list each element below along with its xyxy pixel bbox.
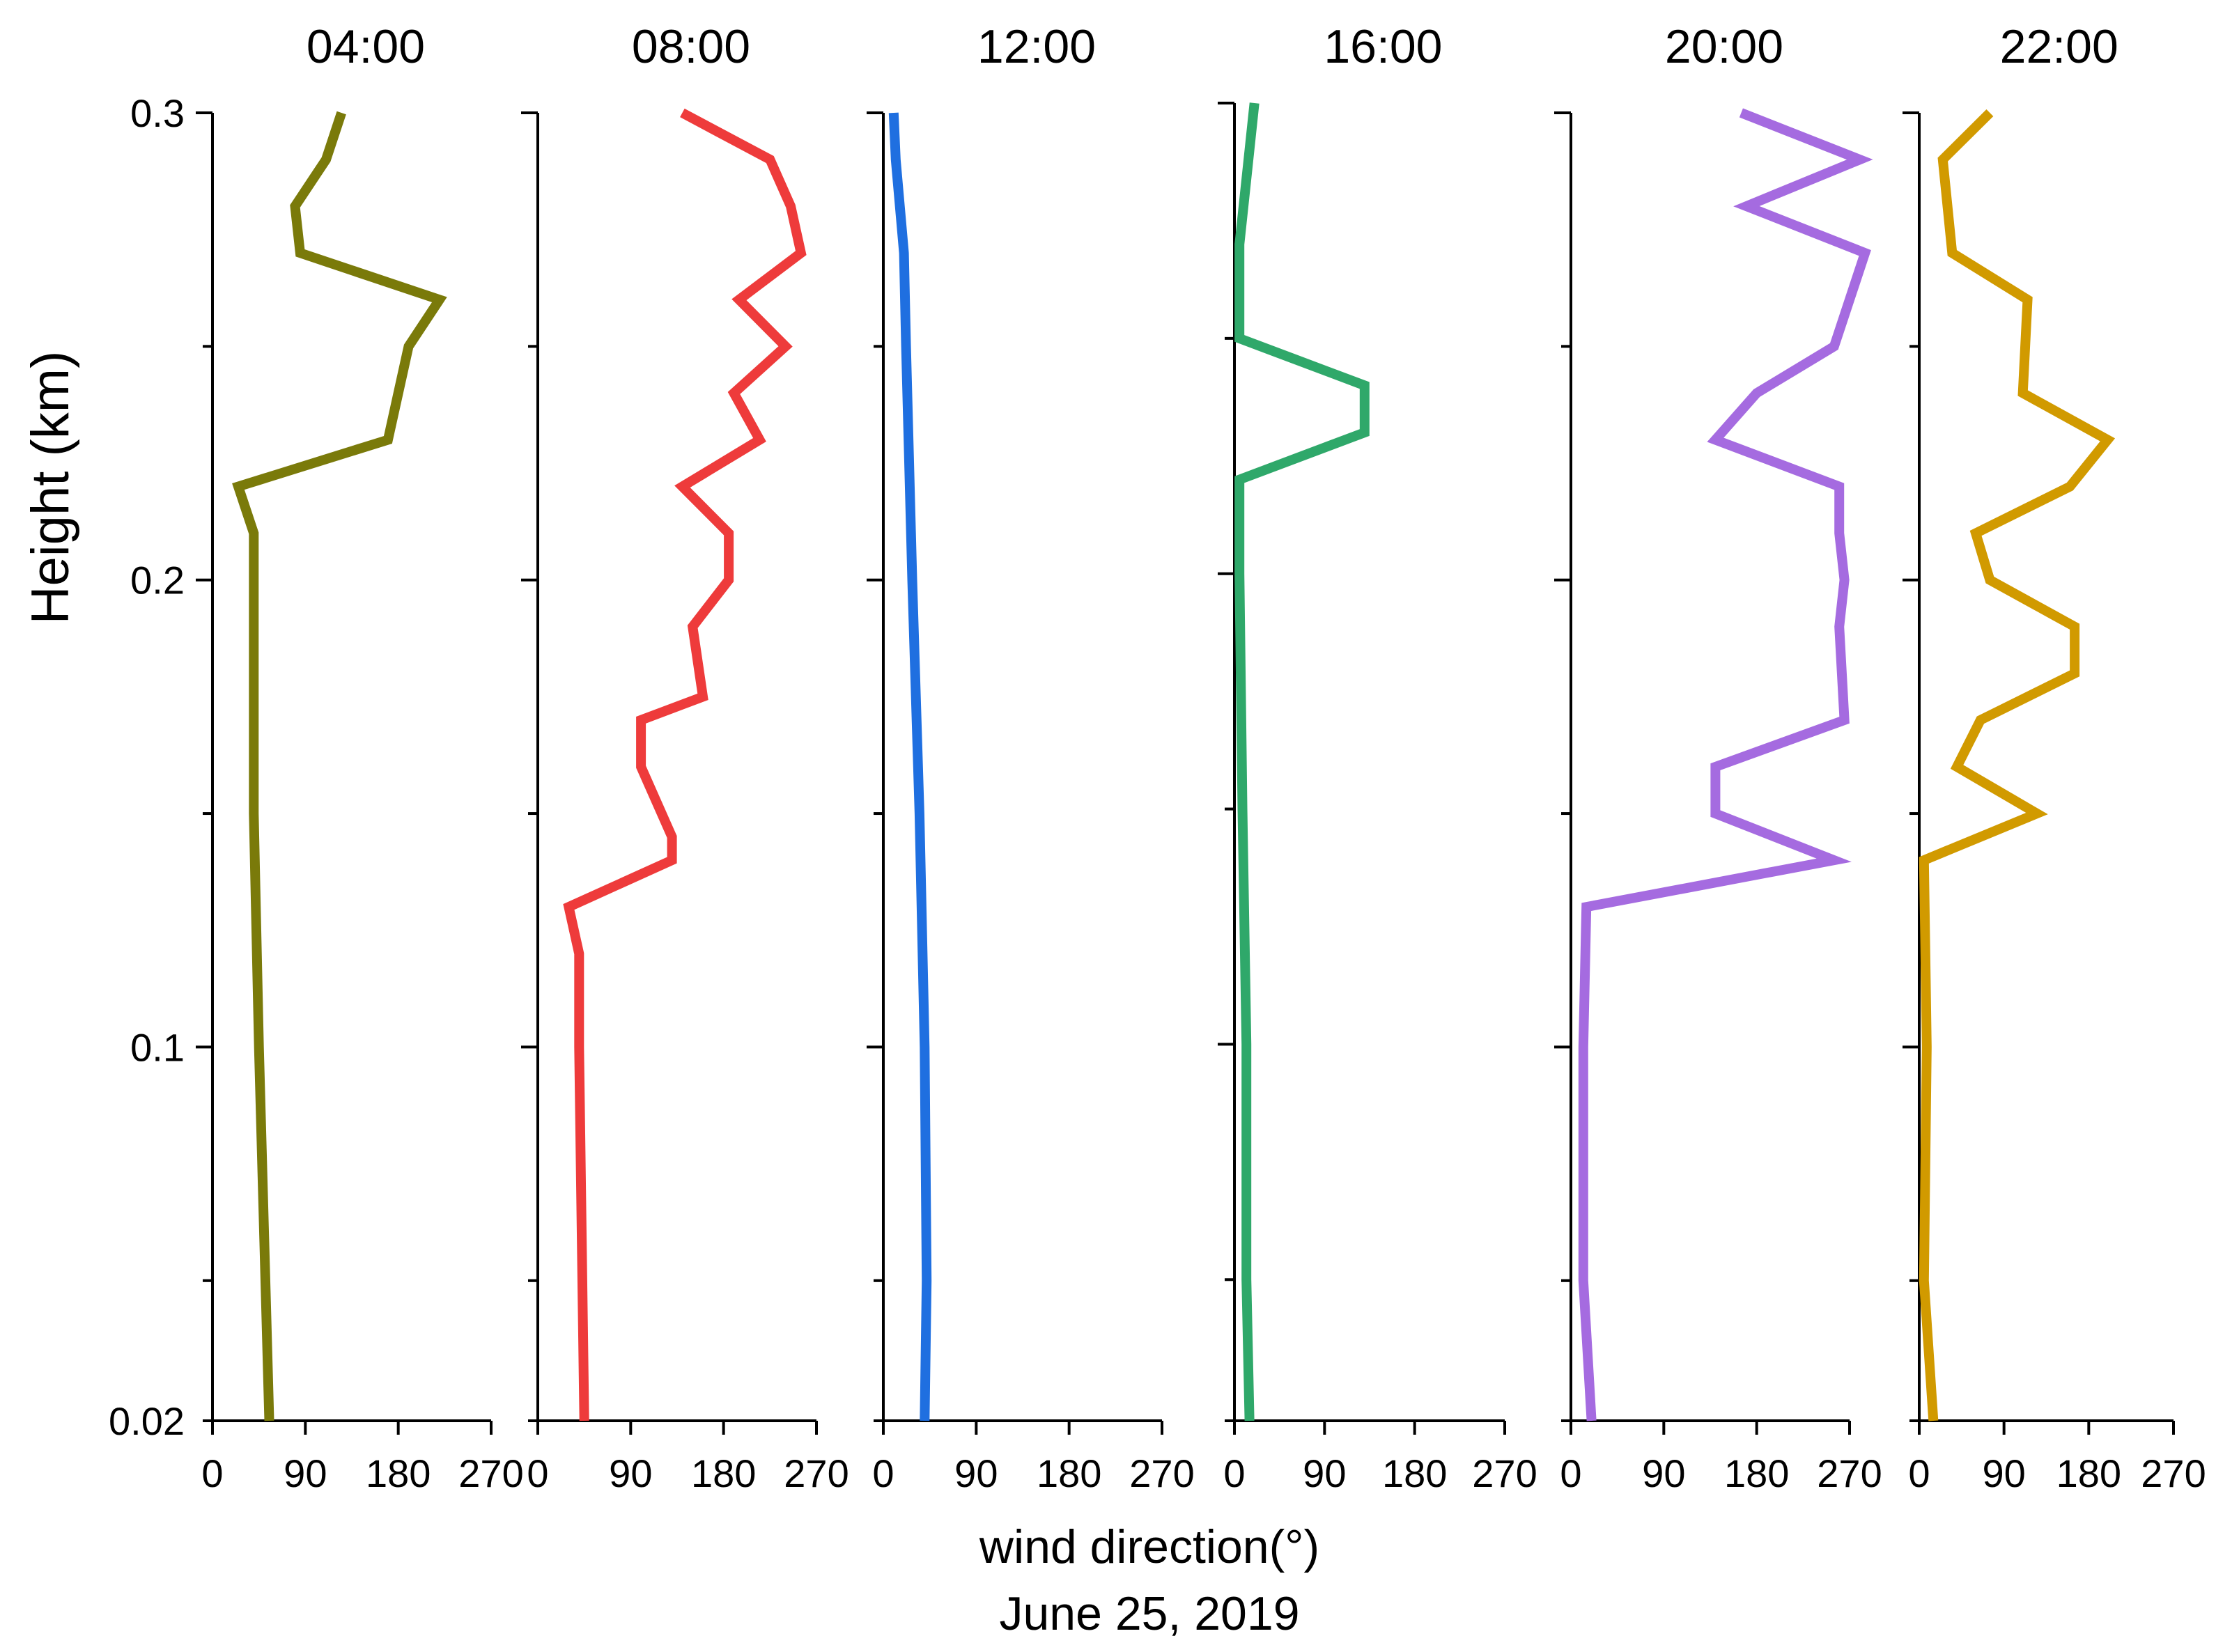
series-line-1600 bbox=[1234, 102, 1370, 1421]
x-tick-label: 0 bbox=[872, 1451, 894, 1495]
y-axis-label: Height (km) bbox=[21, 351, 80, 625]
x-tick-label: 270 bbox=[1817, 1451, 1882, 1495]
series-line-0400 bbox=[232, 111, 447, 1421]
y-tick-label: 0.3 bbox=[130, 91, 185, 135]
x-tick-label: 270 bbox=[2141, 1451, 2206, 1495]
x-tick-label: 0 bbox=[1908, 1451, 1930, 1495]
panel-2000: 20:00 0 90 180 270 bbox=[1554, 20, 1882, 1495]
panel-0400: 04:00 0.02 0.1 0.2 0.3 0 90 180 270 bbox=[109, 20, 524, 1495]
x-tick-label: 90 bbox=[1303, 1451, 1346, 1495]
series-line-0800 bbox=[563, 108, 807, 1421]
panel-title: 04:00 bbox=[307, 20, 425, 73]
x-tick-label: 90 bbox=[1983, 1451, 2026, 1495]
y-tick-label: 0.2 bbox=[130, 559, 185, 602]
date-label: June 25, 2019 bbox=[999, 1587, 1299, 1640]
series-line-2200 bbox=[1919, 109, 2116, 1421]
panel-0800: 08:00 0 90 180 270 bbox=[521, 20, 849, 1495]
panel-title: 22:00 bbox=[2000, 20, 2118, 73]
x-tick-label: 270 bbox=[1472, 1451, 1537, 1495]
panel-2200: 22:00 0 90 180 270 bbox=[1903, 20, 2206, 1495]
x-axis-label: wind direction(°) bbox=[979, 1520, 1319, 1573]
y-tick-label: 0.1 bbox=[130, 1025, 185, 1069]
x-tick-label: 180 bbox=[366, 1451, 431, 1495]
profile-panels: 04:00 0.02 0.1 0.2 0.3 0 90 180 270 08:00 0 90 180 27… bbox=[109, 20, 2206, 1495]
x-tick-label: 270 bbox=[784, 1451, 849, 1495]
x-tick-label: 270 bbox=[458, 1451, 523, 1495]
x-tick-label: 180 bbox=[2056, 1451, 2121, 1495]
panel-title: 20:00 bbox=[1665, 20, 1783, 73]
x-tick-label: 0 bbox=[527, 1451, 548, 1495]
x-tick-label: 0 bbox=[1223, 1451, 1245, 1495]
x-tick-label: 90 bbox=[284, 1451, 327, 1495]
x-tick-label: 180 bbox=[691, 1451, 756, 1495]
x-tick-label: 180 bbox=[1037, 1451, 1101, 1495]
x-tick-label: 270 bbox=[1129, 1451, 1194, 1495]
x-tick-label: 90 bbox=[1642, 1451, 1685, 1495]
panel-1600: 16:00 0 90 180 270 bbox=[1218, 20, 1537, 1495]
x-tick-label: 90 bbox=[609, 1451, 652, 1495]
x-tick-label: 180 bbox=[1724, 1451, 1789, 1495]
panel-title: 12:00 bbox=[977, 20, 1096, 73]
panel-1200: 12:00 0 90 180 270 bbox=[867, 20, 1195, 1495]
series-line-2000 bbox=[1578, 108, 1873, 1421]
series-line-1200 bbox=[888, 112, 932, 1421]
x-tick-label: 90 bbox=[954, 1451, 998, 1495]
x-tick-label: 180 bbox=[1382, 1451, 1447, 1495]
y-tick-label: 0.02 bbox=[109, 1399, 185, 1443]
x-tick-label: 0 bbox=[201, 1451, 223, 1495]
panel-title: 16:00 bbox=[1324, 20, 1442, 73]
panel-title: 08:00 bbox=[632, 20, 750, 73]
x-tick-label: 0 bbox=[1560, 1451, 1581, 1495]
